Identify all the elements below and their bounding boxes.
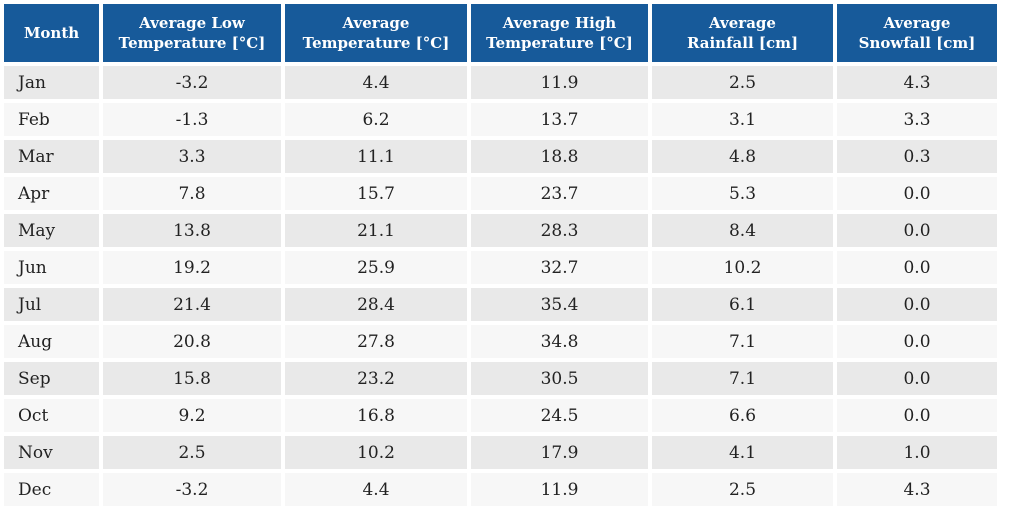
value-cell: 7.1 (652, 362, 833, 395)
value-cell: 6.6 (652, 399, 833, 432)
value-cell: 3.3 (103, 140, 281, 173)
column-header-average-low: Average Low Temperature [°C] (103, 4, 281, 62)
table-body: Jan -3.2 4.4 11.9 2.5 4.3 Feb -1.3 6.2 13.7 3.1 3.3… (4, 66, 997, 506)
value-cell: 2.5 (103, 436, 281, 469)
climate-table: Month Average Low Temperature [°C] Average… (4, 4, 997, 506)
value-cell: 0.0 (837, 399, 997, 432)
value-cell: 9.2 (103, 399, 281, 432)
value-cell: 0.0 (837, 177, 997, 210)
value-cell: 0.0 (837, 325, 997, 358)
column-header-average: Average Rainfall [cm] (652, 4, 833, 62)
value-cell: 8.4 (652, 214, 833, 247)
value-cell: 2.5 (652, 66, 833, 99)
value-cell: 0.0 (837, 214, 997, 247)
table-row-dec: Dec -3.2 4.4 11.9 2.5 4.3 (4, 473, 997, 506)
value-cell: 21.1 (285, 214, 467, 247)
month-cell: Aug (4, 325, 99, 358)
value-cell: 34.8 (471, 325, 648, 358)
value-cell: 27.8 (285, 325, 467, 358)
value-cell: 32.7 (471, 251, 648, 284)
table-row-may: May 13.8 21.1 28.3 8.4 0.0 (4, 214, 997, 247)
month-cell: Oct (4, 399, 99, 432)
table-row-jun: Jun 19.2 25.9 32.7 10.2 0.0 (4, 251, 997, 284)
value-cell: 4.8 (652, 140, 833, 173)
column-header-month: Month (4, 4, 99, 62)
month-cell: Jun (4, 251, 99, 284)
table-row-nov: Nov 2.5 10.2 17.9 4.1 1.0 (4, 436, 997, 469)
value-cell: 30.5 (471, 362, 648, 395)
value-cell: 15.7 (285, 177, 467, 210)
value-cell: 3.1 (652, 103, 833, 136)
value-cell: 28.3 (471, 214, 648, 247)
month-cell: Mar (4, 140, 99, 173)
value-cell: 10.2 (652, 251, 833, 284)
table-row-oct: Oct 9.2 16.8 24.5 6.6 0.0 (4, 399, 997, 432)
table-row-sep: Sep 15.8 23.2 30.5 7.1 0.0 (4, 362, 997, 395)
column-header-average-high: Average High Temperature [°C] (471, 4, 648, 62)
value-cell: 19.2 (103, 251, 281, 284)
column-header-average: Average Temperature [°C] (285, 4, 467, 62)
value-cell: 13.7 (471, 103, 648, 136)
table-row-feb: Feb -1.3 6.2 13.7 3.1 3.3 (4, 103, 997, 136)
value-cell: 4.1 (652, 436, 833, 469)
column-header-average: Average Snowfall [cm] (837, 4, 997, 62)
month-cell: Jan (4, 66, 99, 99)
header-row: Month Average Low Temperature [°C] Average… (4, 4, 997, 62)
value-cell: 4.4 (285, 473, 467, 506)
value-cell: 20.8 (103, 325, 281, 358)
value-cell: 6.1 (652, 288, 833, 321)
value-cell: 11.9 (471, 66, 648, 99)
value-cell: 25.9 (285, 251, 467, 284)
value-cell: 3.3 (837, 103, 997, 136)
table-row-jul: Jul 21.4 28.4 35.4 6.1 0.0 (4, 288, 997, 321)
value-cell: 21.4 (103, 288, 281, 321)
value-cell: 2.5 (652, 473, 833, 506)
table-row-mar: Mar 3.3 11.1 18.8 4.8 0.3 (4, 140, 997, 173)
value-cell: 7.1 (652, 325, 833, 358)
value-cell: 0.0 (837, 362, 997, 395)
value-cell: 24.5 (471, 399, 648, 432)
value-cell: 4.3 (837, 66, 997, 99)
month-cell: May (4, 214, 99, 247)
value-cell: 0.0 (837, 288, 997, 321)
value-cell: 13.8 (103, 214, 281, 247)
value-cell: 4.3 (837, 473, 997, 506)
month-cell: Feb (4, 103, 99, 136)
value-cell: 7.8 (103, 177, 281, 210)
value-cell: 23.2 (285, 362, 467, 395)
value-cell: 4.4 (285, 66, 467, 99)
table-row-jan: Jan -3.2 4.4 11.9 2.5 4.3 (4, 66, 997, 99)
value-cell: 16.8 (285, 399, 467, 432)
value-cell: 11.9 (471, 473, 648, 506)
table-row-apr: Apr 7.8 15.7 23.7 5.3 0.0 (4, 177, 997, 210)
value-cell: 0.0 (837, 251, 997, 284)
value-cell: 10.2 (285, 436, 467, 469)
value-cell: -1.3 (103, 103, 281, 136)
month-cell: Jul (4, 288, 99, 321)
value-cell: 18.8 (471, 140, 648, 173)
month-cell: Dec (4, 473, 99, 506)
value-cell: 11.1 (285, 140, 467, 173)
value-cell: -3.2 (103, 66, 281, 99)
value-cell: 0.3 (837, 140, 997, 173)
value-cell: 6.2 (285, 103, 467, 136)
value-cell: 35.4 (471, 288, 648, 321)
value-cell: 15.8 (103, 362, 281, 395)
table-row-aug: Aug 20.8 27.8 34.8 7.1 0.0 (4, 325, 997, 358)
value-cell: 23.7 (471, 177, 648, 210)
month-cell: Apr (4, 177, 99, 210)
month-cell: Sep (4, 362, 99, 395)
value-cell: 1.0 (837, 436, 997, 469)
value-cell: 17.9 (471, 436, 648, 469)
value-cell: 28.4 (285, 288, 467, 321)
value-cell: 5.3 (652, 177, 833, 210)
month-cell: Nov (4, 436, 99, 469)
value-cell: -3.2 (103, 473, 281, 506)
